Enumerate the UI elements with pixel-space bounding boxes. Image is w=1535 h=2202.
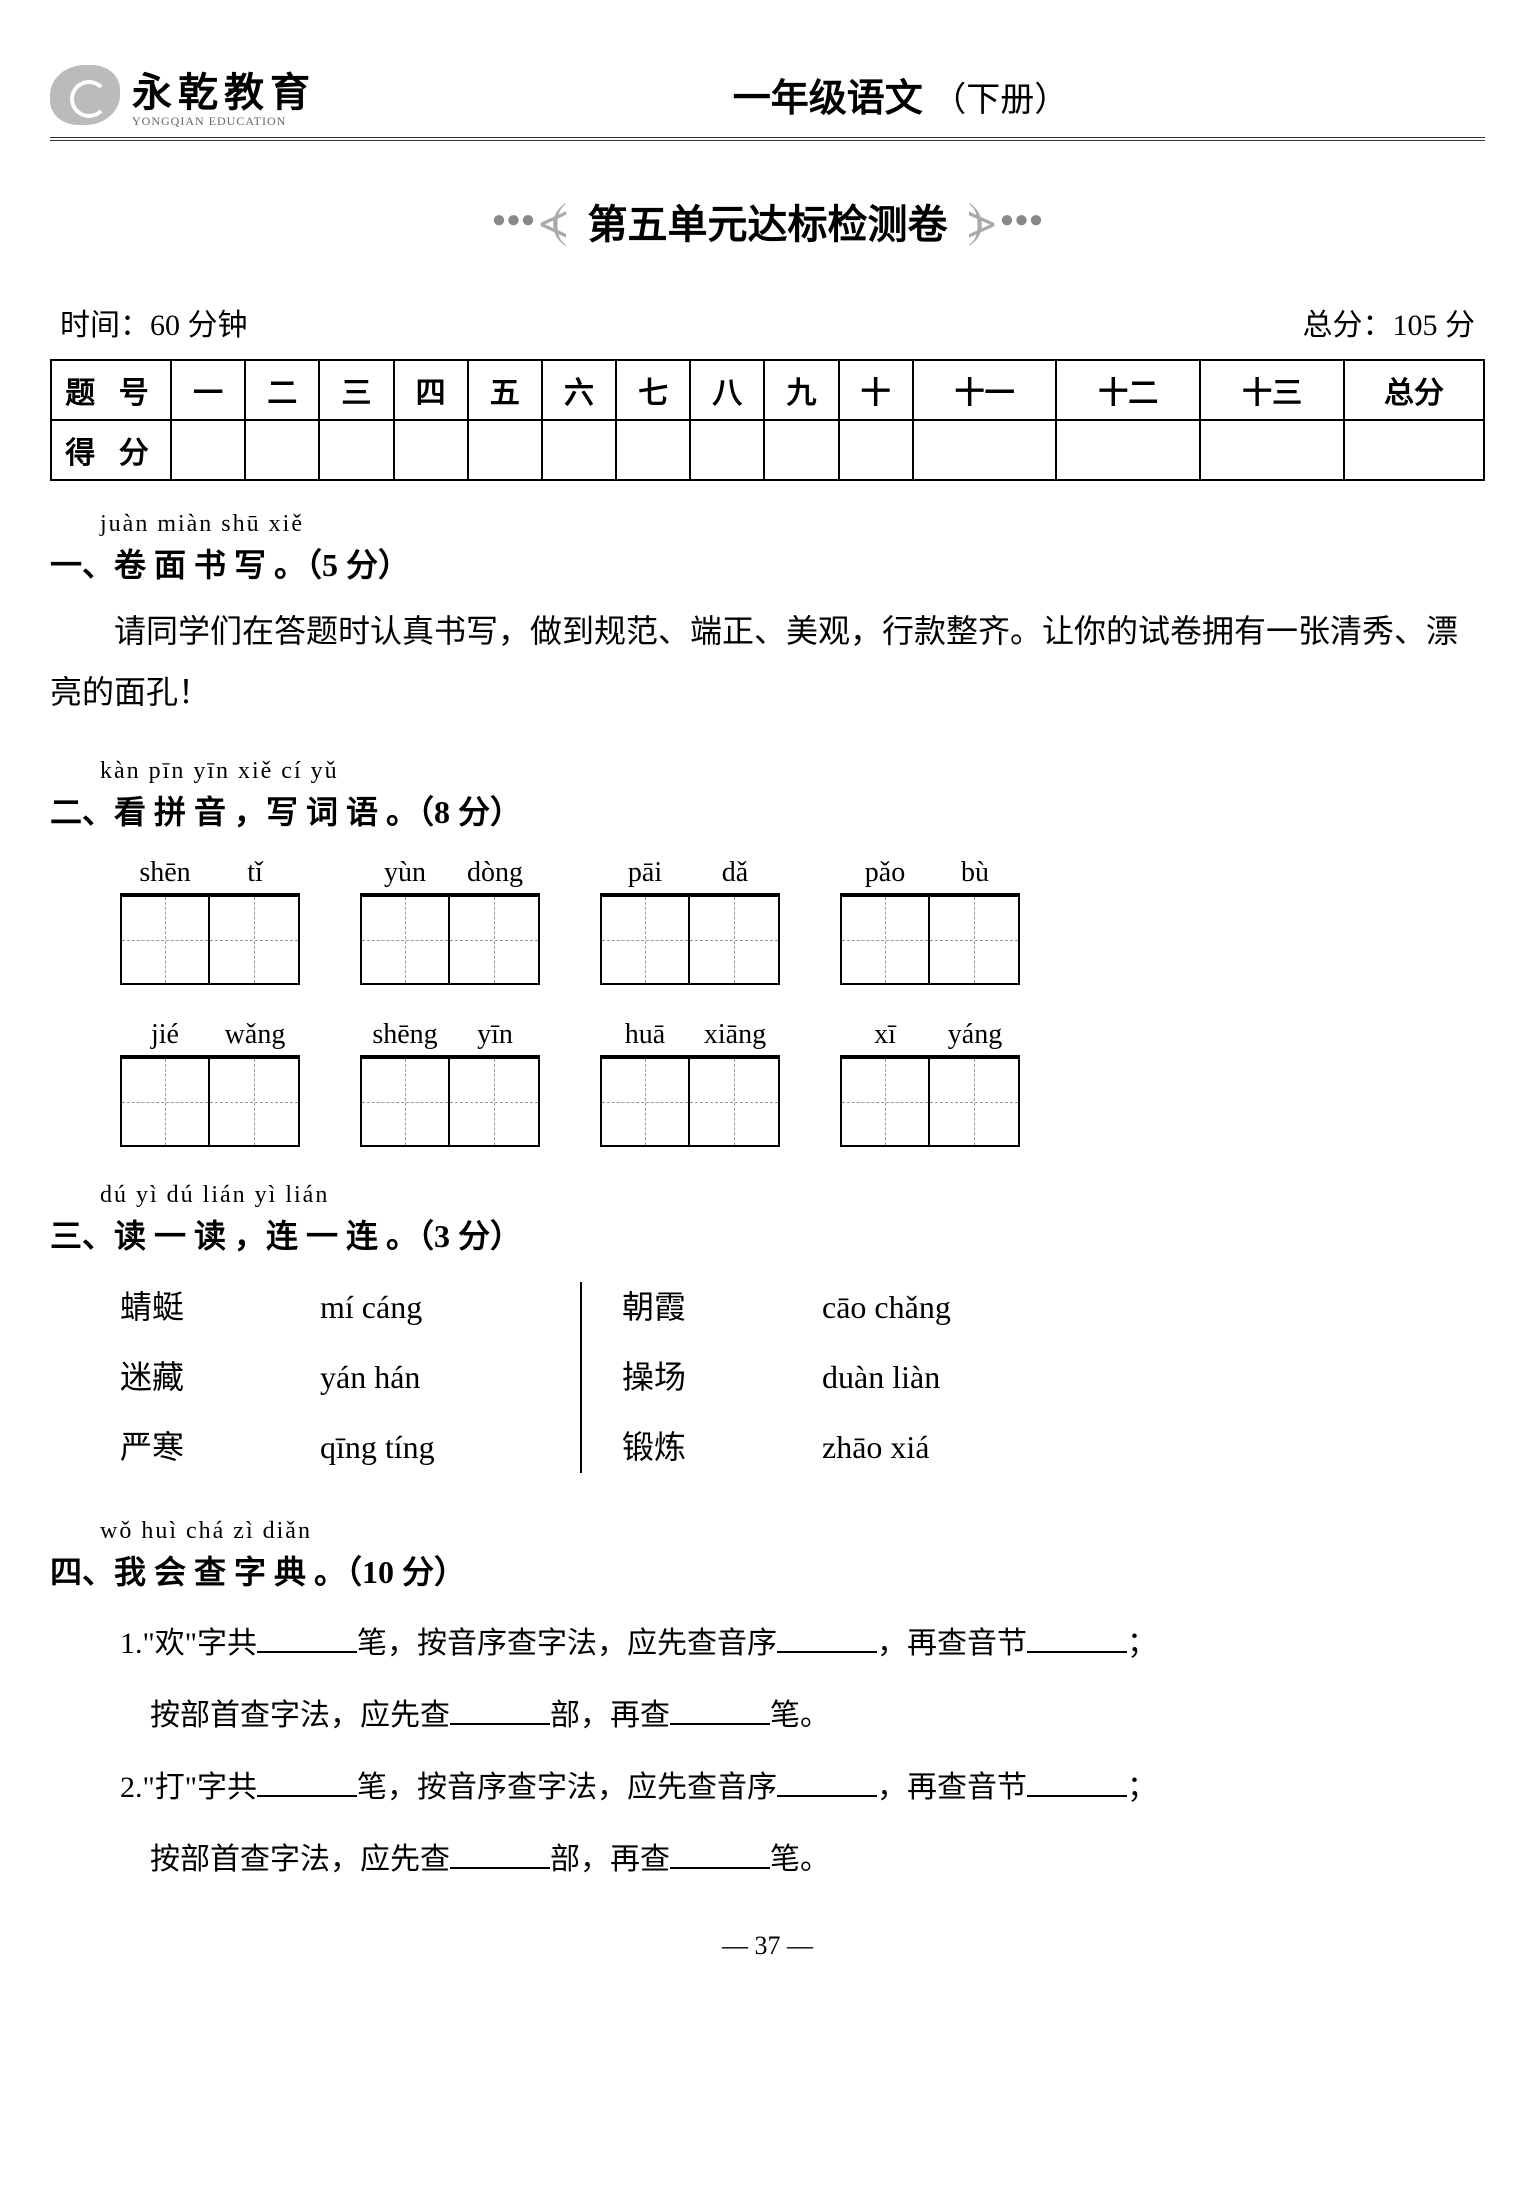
char-input-cell[interactable] [600,1057,690,1147]
page-number: — 37 — [50,1931,1485,1961]
char-input-cell[interactable] [210,895,300,985]
match-pinyin-left: mí cáng yán hán qīng tíng [320,1272,540,1483]
table-row: 得 分 [51,420,1484,480]
fill-blank[interactable] [777,1767,877,1797]
char-input-cell[interactable] [690,1057,780,1147]
paper-title-row: ●●●⦓ 第五单元达标检测卷 ⦔●●● [50,191,1485,250]
pinyin-word-box: huāxiāng [600,1015,780,1147]
pinyin-word-box: shēntǐ [120,853,300,985]
char-input-cell[interactable] [360,895,450,985]
pinyin-word-box: jiéwǎng [120,1015,300,1147]
fill-blank[interactable] [257,1623,357,1653]
char-input-cell[interactable] [600,895,690,985]
pinyin-word-box: yùndòng [360,853,540,985]
section-body: 请同学们在答题时认真书写，做到规范、端正、美观，行款整齐。让你的试卷拥有一张清秀… [50,601,1485,723]
char-input-cell[interactable] [930,895,1020,985]
total-score: 总分：105 分 [1303,300,1476,344]
section-heading: 二、看 拼 音 ，写 词 语 。（8 分） [50,787,1485,833]
pinyin-word-box: pāidǎ [600,853,780,985]
row-label: 题 号 [51,360,171,420]
char-input-cell[interactable] [120,895,210,985]
match-pinyin-right: cāo chǎng duàn liàn zhāo xiá [822,1272,1042,1483]
char-input-cell[interactable] [690,895,780,985]
section-1: juàn miàn shū xiě 一、卷 面 书 写 。（5 分） 请同学们在… [50,511,1485,723]
pinyin-word-box: xīyáng [840,1015,1020,1147]
pinyin-word-box: shēngyīn [360,1015,540,1147]
decoration-left-icon: ●●●⦓ [492,191,568,250]
pinyin-word-box: pǎobù [840,853,1020,985]
page-header: 永乾教育 YONGQIAN EDUCATION 一年级语文 （下册） [50,60,1485,141]
section-heading: 四、我 会 查 字 典 。（10 分） [50,1547,1485,1593]
pinyin-grid: shēntǐ yùndòng pāidǎ pǎobù jiéwǎng shēngyīn hu… [50,853,1485,1147]
decoration-right-icon: ⦔●●● [968,191,1044,250]
section-pinyin: juàn miàn shū xiě [100,511,1485,538]
fill-blank[interactable] [450,1695,550,1725]
fill-blank[interactable] [1027,1767,1127,1797]
section-4: wǒ huì chá zì diǎn 四、我 会 查 字 典 。（10 分） 1… [50,1518,1485,1896]
match-words-right: 朝霞 操场 锻炼 [622,1272,782,1483]
section-2: kàn pīn yīn xiě cí yǔ 二、看 拼 音 ，写 词 语 。（8… [50,758,1485,1147]
question-1: 1."欢"字共笔，按音序查字法，应先查音序，再查音节； 按部首查字法，应先查部，… [120,1608,1485,1752]
char-input-cell[interactable] [360,1057,450,1147]
divider [580,1282,582,1473]
fill-blank[interactable] [670,1695,770,1725]
char-input-cell[interactable] [210,1057,300,1147]
char-input-cell[interactable] [840,1057,930,1147]
brand-block: 永乾教育 YONGQIAN EDUCATION [132,60,316,129]
fill-blank[interactable] [670,1839,770,1869]
match-words-left: 蜻蜓 迷藏 严寒 [120,1272,280,1483]
paper-title: 第五单元达标检测卷 [588,192,948,250]
row-label: 得 分 [51,420,171,480]
fill-blank[interactable] [257,1767,357,1797]
section-pinyin: wǒ huì chá zì diǎn [100,1518,1485,1545]
meta-row: 时间：60 分钟 总分：105 分 [50,300,1485,344]
book-title: 一年级语文 （下册） [316,67,1485,122]
fill-blank[interactable] [777,1623,877,1653]
brand-logo-icon [50,65,120,125]
char-input-cell[interactable] [450,1057,540,1147]
fill-blank[interactable] [1027,1623,1127,1653]
question-2: 2."打"字共笔，按音序查字法，应先查音序，再查音节； 按部首查字法，应先查部，… [120,1752,1485,1896]
table-row: 题 号 一 二 三 四 五 六 七 八 九 十 十一 十二 十三 总分 [51,360,1484,420]
char-input-cell[interactable] [120,1057,210,1147]
char-input-cell[interactable] [930,1057,1020,1147]
time-limit: 时间：60 分钟 [60,300,248,344]
section-heading: 三、读 一 读 ，连 一 连 。（3 分） [50,1211,1485,1257]
score-table: 题 号 一 二 三 四 五 六 七 八 九 十 十一 十二 十三 总分 得 分 [50,359,1485,481]
section-pinyin: kàn pīn yīn xiě cí yǔ [100,758,1485,785]
char-input-cell[interactable] [840,895,930,985]
char-input-cell[interactable] [450,895,540,985]
brand-name: 永乾教育 [132,60,316,118]
fill-blank[interactable] [450,1839,550,1869]
section-pinyin: dú yì dú lián yì lián [100,1182,1485,1209]
matching-exercise: 蜻蜓 迷藏 严寒 mí cáng yán hán qīng tíng 朝霞 操场… [120,1272,1485,1483]
section-heading: 一、卷 面 书 写 。（5 分） [50,540,1485,586]
section-3: dú yì dú lián yì lián 三、读 一 读 ，连 一 连 。（3… [50,1182,1485,1483]
